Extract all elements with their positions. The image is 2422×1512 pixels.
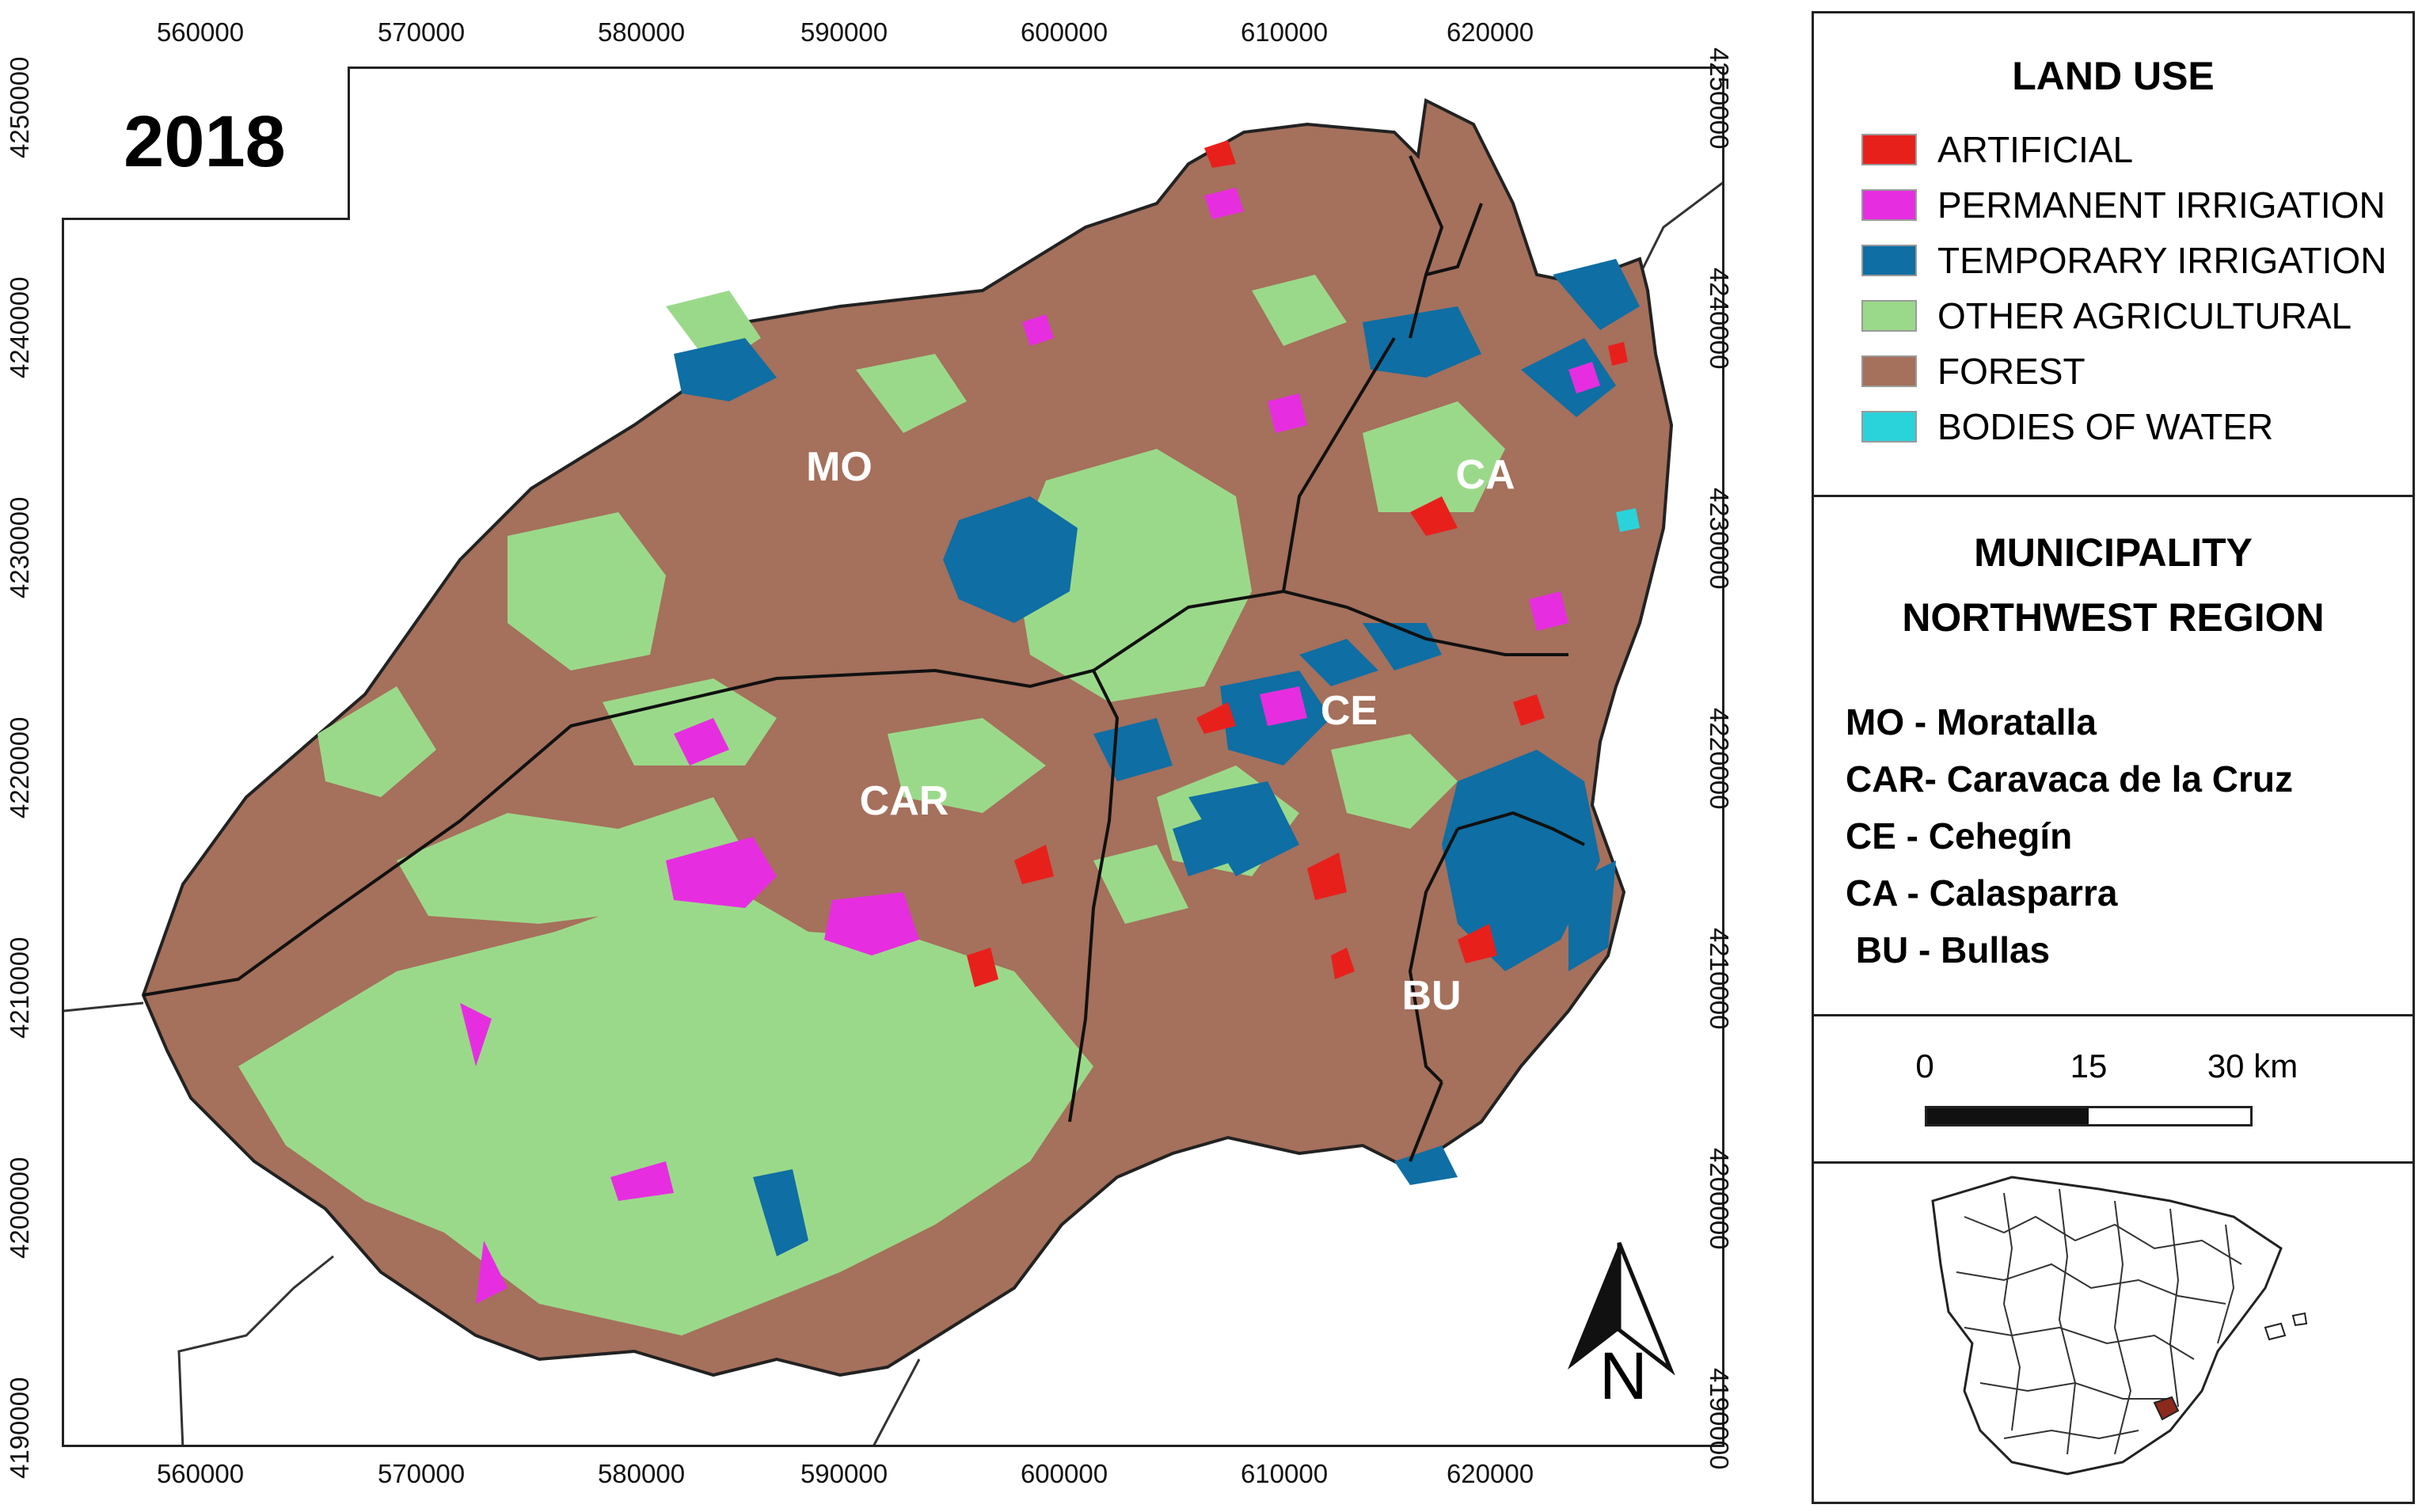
north-arrow-icon: [1568, 1242, 1675, 1376]
municipality-label-mo: MO: [806, 444, 873, 490]
legend-item-other-agricultural: OTHER AGRICULTURAL: [1861, 295, 2352, 336]
legend-label: ARTIFICIAL: [1937, 129, 2134, 170]
year-box: 2018: [62, 66, 350, 220]
y-tick-label: 4240000: [1705, 268, 1734, 370]
legend-label: TEMPORARY IRRIGATION: [1937, 240, 2387, 281]
y-tick-label: 4240000: [5, 276, 34, 378]
municipality-label-bu: BU: [1401, 973, 1462, 1019]
municipality-entry: BU - Bullas: [1846, 929, 2051, 971]
legend-label: FOREST: [1937, 351, 2086, 392]
y-tick-label: 4220000: [1705, 708, 1734, 810]
legend-item-artificial: ARTIFICIAL: [1861, 129, 2133, 170]
y-tick-label: 4200000: [5, 1157, 34, 1259]
x-tick-label: 620000: [1446, 17, 1534, 47]
y-tick-label: 4210000: [5, 936, 34, 1039]
scale-label: 0: [1915, 1047, 1934, 1085]
x-tick-label: 610000: [1240, 17, 1329, 47]
spain-inset-map: [1931, 1176, 2308, 1476]
x-tick-label: 570000: [377, 1459, 466, 1488]
x-tick-label: 590000: [800, 1459, 888, 1488]
x-tick-label: 590000: [800, 17, 888, 47]
boundary-line: [873, 1358, 921, 1445]
municipality-label-ca: CA: [1455, 452, 1515, 498]
scale-bar-black-segment: [1927, 1108, 2089, 1124]
municipality-entry: CE - Cehegín: [1846, 815, 2073, 857]
panel-divider: [1814, 1161, 2412, 1164]
legend-swatch: [1861, 245, 1917, 276]
y-tick-label: 4200000: [1705, 1148, 1734, 1250]
x-tick-label: 560000: [156, 17, 245, 47]
x-tick-label: 620000: [1446, 1459, 1534, 1488]
municipality-label-ce: CE: [1320, 688, 1378, 734]
x-tick-label: 570000: [377, 17, 466, 47]
y-tick-label: 4220000: [5, 716, 34, 819]
map-frame: [62, 66, 1724, 1447]
y-tick-label: 4190000: [1705, 1368, 1734, 1470]
legend-item-bodies-of-water: BODIES OF WATER: [1861, 406, 2273, 447]
legend-swatch: [1861, 300, 1917, 332]
boundary-line: [177, 1255, 334, 1445]
year-label: 2018: [124, 101, 286, 182]
municipality-heading: MUNICIPALITY: [1974, 530, 2253, 575]
legend-label: PERMANENT IRRIGATION: [1937, 184, 2386, 226]
legend-label: OTHER AGRICULTURAL: [1937, 295, 2352, 336]
legend-label: BODIES OF WATER: [1937, 406, 2274, 447]
y-tick-label: 4250000: [1705, 47, 1734, 150]
legend-swatch: [1861, 134, 1917, 165]
boundary-line: [64, 1001, 144, 1012]
legend-panel: LAND USE ARTIFICIAL PERMANENT IRRIGATION…: [1812, 11, 2415, 1504]
scale-label: 15: [2070, 1047, 2108, 1085]
agricultural-areas: [238, 275, 1505, 1335]
region-highlight: [2153, 1396, 2180, 1421]
y-tick-label: 4250000: [5, 56, 34, 158]
municipality-label-car: CAR: [859, 778, 949, 824]
legend-title: LAND USE: [2012, 54, 2215, 98]
municipality-entry: CAR- Caravaca de la Cruz: [1846, 758, 2293, 800]
municipality-entry: MO - Moratalla: [1846, 701, 2097, 743]
x-tick-label: 560000: [156, 1459, 245, 1488]
water-bodies: [1616, 508, 1640, 532]
x-tick-label: 600000: [1020, 17, 1108, 47]
x-tick-label: 580000: [597, 17, 686, 47]
y-tick-label: 4190000: [5, 1377, 34, 1479]
artificial-areas: [967, 140, 1628, 987]
boundary-line: [1638, 181, 1722, 275]
municipality-subheading: NORTHWEST REGION: [1902, 595, 2325, 640]
municipality-boundaries: [143, 155, 1585, 1162]
x-tick-label: 580000: [597, 1459, 686, 1488]
municipality-entry: CA - Calasparra: [1846, 872, 2118, 914]
scale-bar: [1925, 1106, 2253, 1126]
north-label: N: [1599, 1339, 1648, 1413]
panel-divider: [1814, 495, 2412, 497]
legend-swatch: [1861, 189, 1917, 221]
x-tick-label: 600000: [1020, 1459, 1108, 1488]
y-tick-label: 4230000: [5, 496, 34, 598]
x-tick-label: 610000: [1240, 1459, 1329, 1488]
legend-item-permanent-irrigation: PERMANENT IRRIGATION: [1861, 184, 2386, 226]
legend-item-temporary-irrigation: TEMPORARY IRRIGATION: [1861, 240, 2386, 281]
y-tick-label: 4210000: [1705, 928, 1734, 1030]
permanent-irrigation-areas: [460, 188, 1600, 1304]
legend-item-forest: FOREST: [1861, 351, 2086, 392]
legend-swatch: [1861, 411, 1917, 443]
land-use-map: [64, 97, 1722, 1445]
panel-divider: [1814, 1014, 2412, 1016]
scale-label: 30 km: [2207, 1047, 2298, 1085]
temporary-irrigation-areas: [674, 259, 1640, 1256]
legend-swatch: [1861, 355, 1917, 387]
y-tick-label: 4230000: [1705, 488, 1734, 590]
